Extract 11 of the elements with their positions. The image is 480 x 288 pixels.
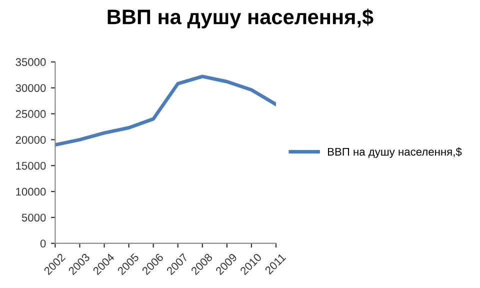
y-tick-label: 5000 (22, 214, 46, 222)
y-tick-label: 30000 (16, 84, 46, 92)
chart-title: ВВП на душу населення,$ (108, 8, 374, 28)
legend-label: ВВП на душу населення,$ (328, 147, 462, 158)
y-tick-label: 20000 (16, 136, 46, 144)
y-tick-label: 25000 (16, 110, 46, 118)
y-tick-label: 10000 (16, 188, 46, 196)
line-series (55, 74, 276, 147)
y-tick-label: 0 (40, 240, 46, 248)
y-tick-label: 15000 (16, 162, 46, 170)
y-tick-label: 35000 (16, 58, 46, 66)
